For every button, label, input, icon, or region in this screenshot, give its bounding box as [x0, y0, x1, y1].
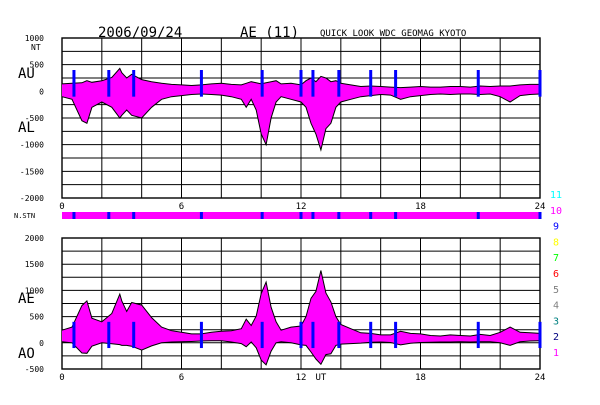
y-tick-label: -1500: [20, 167, 44, 176]
nstn-dropout-marker: [199, 212, 203, 219]
dropout-marker: [311, 70, 315, 97]
plot-frame: [61, 37, 541, 199]
dropout-marker: [199, 321, 203, 349]
ae-ao-panel: 2000 1500 1000 500 0 -500 0 6 12 18 24 UT: [25, 234, 546, 383]
plot-source: QUICK LOOK WDC GEOMAG KYOTO: [320, 29, 466, 39]
plot-frame: [61, 237, 541, 370]
nstn-dropout-marker: [538, 212, 542, 219]
y-tick-label: 0: [39, 87, 44, 96]
x-tick-label: 0: [59, 202, 64, 212]
dropout-marker: [476, 70, 480, 97]
station-count-level: 7: [553, 253, 559, 264]
station-count-level: 2: [553, 332, 559, 343]
plot-date: 2006/09/24: [98, 25, 182, 41]
dropout-marker: [132, 321, 136, 349]
series-ao-line: [61, 340, 541, 366]
nstn-dropout-marker: [132, 212, 136, 219]
plot-index-title: AE (11): [240, 25, 299, 41]
ao-label: AO: [18, 346, 35, 362]
unit-label: NT: [31, 43, 41, 52]
nstn-dropout-marker: [311, 212, 315, 219]
y-tick-label: -500: [25, 114, 44, 123]
y-tick-label: -1000: [20, 141, 44, 150]
x-tick-label: 18: [415, 373, 426, 383]
y-tick-label: 500: [30, 61, 45, 70]
station-count-legend: 11 10 9 8 7 6 5 4 3 2 1: [550, 190, 562, 359]
nstn-dropout-marker: [337, 212, 341, 219]
x-tick-label: 18: [415, 202, 426, 212]
x-tick-label: 6: [179, 373, 184, 383]
dropout-marker: [476, 321, 480, 349]
nstn-label: N.STN: [14, 212, 35, 220]
dropout-marker: [299, 70, 303, 97]
station-count-level: 5: [553, 285, 559, 296]
dropout-marker: [337, 321, 341, 349]
x-tick-label: 12: [296, 373, 307, 383]
y-tick-label: 0: [39, 339, 44, 348]
dropout-marker: [538, 321, 542, 349]
station-count-level: 11: [550, 190, 562, 201]
station-count-level: 6: [553, 269, 559, 280]
station-count-level: 3: [553, 316, 559, 327]
dropout-marker: [337, 70, 341, 97]
y-tick-label: -2000: [20, 194, 44, 203]
dropout-marker: [311, 321, 315, 349]
x-tick-label: 24: [535, 373, 546, 383]
nstn-dropout-marker: [260, 212, 264, 219]
dropout-marker: [107, 321, 111, 349]
y-tick-label: 2000: [25, 234, 44, 243]
dropout-marker: [132, 70, 136, 97]
dropout-marker: [394, 70, 398, 97]
nstn-dropout-marker: [394, 212, 398, 219]
series-al-line: [61, 93, 541, 152]
station-count-level: 8: [553, 237, 559, 248]
dropout-marker: [299, 321, 303, 349]
y-tick-label: 1500: [25, 260, 44, 269]
station-count-level: 4: [553, 301, 559, 312]
dropout-marker: [394, 321, 398, 349]
au-al-panel: 1000 500 0 -500 -1000 -1500 -2000 0 6 12 18 24: [20, 34, 546, 212]
dropout-marker: [369, 321, 373, 349]
x-tick-label: 0: [59, 373, 64, 383]
dropout-marker: [538, 70, 542, 97]
x-tick-label: 24: [535, 202, 546, 212]
series-ae-line: [61, 270, 541, 337]
nstn-dropout-marker: [299, 212, 303, 219]
dropout-marker: [199, 70, 203, 97]
nstn-dropout-marker: [72, 212, 76, 219]
dropout-marker: [72, 70, 76, 97]
envelope-fill: [62, 68, 540, 150]
station-count-level: 9: [553, 222, 559, 233]
ae-label: AE: [18, 291, 35, 307]
station-count-level: 1: [553, 348, 559, 359]
x-tick-label: 6: [179, 202, 184, 212]
au-label: AU: [18, 66, 35, 82]
x-axis-label: UT: [315, 373, 326, 383]
series-au-line: [61, 67, 540, 89]
al-label: AL: [18, 120, 35, 136]
dropout-marker: [260, 70, 264, 97]
x-tick-label: 12: [296, 202, 307, 212]
dropout-marker: [369, 70, 373, 97]
station-count-bar: [62, 212, 542, 219]
nstn-dropout-marker: [476, 212, 480, 219]
y-tick-label: 1000: [25, 286, 44, 295]
y-tick-label: 500: [30, 313, 45, 322]
nstn-dropout-marker: [369, 212, 373, 219]
dropout-marker: [260, 321, 264, 349]
station-count-level: 10: [550, 206, 562, 217]
envelope-fill: [62, 270, 540, 365]
y-tick-label: -500: [25, 365, 44, 374]
dropout-marker: [72, 321, 76, 349]
nstn-dropout-marker: [107, 212, 111, 219]
y-tick-label: 1000: [25, 34, 44, 43]
dropout-marker: [107, 70, 111, 97]
